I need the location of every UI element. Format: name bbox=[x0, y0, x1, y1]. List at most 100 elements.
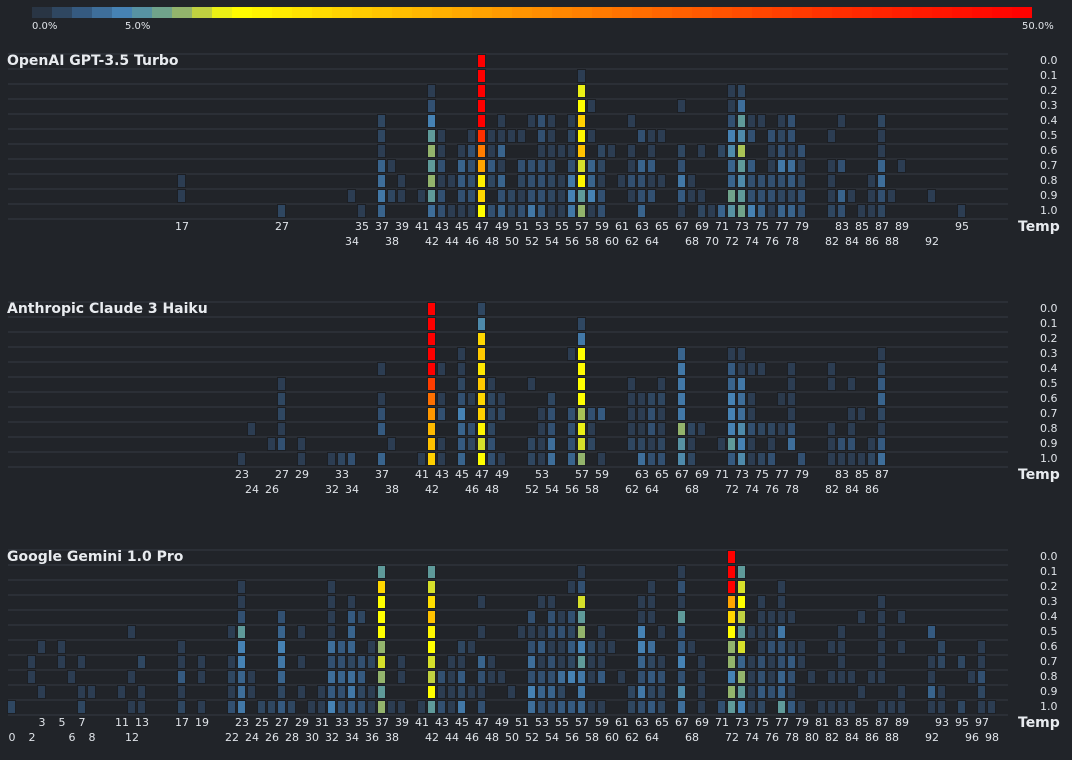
heatmap-cell bbox=[737, 114, 746, 128]
heatmap-cell bbox=[767, 129, 776, 143]
heatmap-cell bbox=[647, 580, 656, 594]
x-tick-label: 53 bbox=[535, 220, 549, 233]
heatmap-cell bbox=[357, 700, 366, 714]
heatmap-cell bbox=[677, 565, 686, 579]
heatmap-cell bbox=[197, 655, 206, 669]
heatmap-cell bbox=[637, 700, 646, 714]
heatmap-cell bbox=[547, 700, 556, 714]
heatmap-cell bbox=[857, 685, 866, 699]
heatmap-cell bbox=[277, 204, 286, 218]
heatmap-cell bbox=[297, 625, 306, 639]
heatmap-cell bbox=[177, 670, 186, 684]
heatmap-cell bbox=[827, 700, 836, 714]
x-tick-label: 97 bbox=[975, 716, 989, 729]
heatmap-cell bbox=[647, 685, 656, 699]
heatmap-cell bbox=[827, 437, 836, 451]
heatmap-cell bbox=[137, 700, 146, 714]
heatmap-cell bbox=[737, 595, 746, 609]
heatmap-cell bbox=[977, 685, 986, 699]
heatmap-cell bbox=[677, 99, 686, 113]
heatmap-cell bbox=[467, 204, 476, 218]
heatmap-cell bbox=[787, 437, 796, 451]
heatmap-cell bbox=[527, 174, 536, 188]
heatmap-cell bbox=[877, 452, 886, 466]
heatmap-cell bbox=[367, 700, 376, 714]
heatmap-cell bbox=[757, 670, 766, 684]
x-tick-label: 41 bbox=[415, 220, 429, 233]
x-tick-label: 23 bbox=[235, 468, 249, 481]
panel-title: Google Gemini 1.0 Pro bbox=[7, 549, 184, 565]
heatmap-cell bbox=[237, 580, 246, 594]
heatmap-cell bbox=[447, 655, 456, 669]
heatmap-cell bbox=[747, 204, 756, 218]
heatmap-cell bbox=[877, 204, 886, 218]
heatmap-cell bbox=[487, 377, 496, 391]
x-tick-label: 74 bbox=[745, 731, 759, 744]
heatmap-cell bbox=[837, 625, 846, 639]
heatmap-cell bbox=[517, 129, 526, 143]
heatmap-cell bbox=[637, 610, 646, 624]
heatmap-cell bbox=[827, 174, 836, 188]
x-tick-label: 32 bbox=[325, 483, 339, 496]
heatmap-cell bbox=[57, 640, 66, 654]
heatmap-cell bbox=[477, 362, 486, 376]
heatmap-cell bbox=[547, 189, 556, 203]
heatmap-cell bbox=[527, 159, 536, 173]
heatmap-cell bbox=[357, 685, 366, 699]
heatmap-cell bbox=[277, 377, 286, 391]
heatmap-cell bbox=[387, 189, 396, 203]
x-tick-label: 3 bbox=[38, 716, 46, 729]
temp-tick-label: 0.8 bbox=[1040, 174, 1058, 187]
heatmap-cell bbox=[767, 174, 776, 188]
x-tick-label: 98 bbox=[985, 731, 999, 744]
x-tick-label: 62 bbox=[625, 731, 639, 744]
x-tick-label: 7 bbox=[78, 716, 86, 729]
heatmap-cell bbox=[427, 422, 436, 436]
heatmap-cell bbox=[957, 700, 966, 714]
heatmap-cell bbox=[787, 174, 796, 188]
heatmap-cell bbox=[327, 452, 336, 466]
heatmap-cell bbox=[547, 144, 556, 158]
temp-tick-label: 1.0 bbox=[1040, 204, 1058, 217]
heatmap-cell bbox=[447, 204, 456, 218]
heatmap-cell bbox=[427, 655, 436, 669]
heatmap-cell bbox=[677, 204, 686, 218]
heatmap-cell bbox=[757, 189, 766, 203]
x-tick-label: 50 bbox=[505, 235, 519, 248]
temp-axis-label: Temp bbox=[1018, 467, 1060, 483]
heatmap-cell bbox=[577, 174, 586, 188]
heatmap-cell bbox=[777, 610, 786, 624]
heatmap-cell bbox=[427, 407, 436, 421]
heatmap-cell bbox=[777, 640, 786, 654]
x-tick-label: 85 bbox=[855, 468, 869, 481]
heatmap-cell bbox=[737, 655, 746, 669]
heatmap-cell bbox=[477, 317, 486, 331]
heatmap-cell bbox=[347, 452, 356, 466]
heatmap-cell bbox=[397, 670, 406, 684]
x-tick-label: 81 bbox=[815, 716, 829, 729]
heatmap-cell bbox=[557, 610, 566, 624]
heatmap-cell bbox=[237, 640, 246, 654]
heatmap-cell bbox=[517, 204, 526, 218]
heatmap-cell bbox=[727, 422, 736, 436]
heatmap-cell bbox=[767, 422, 776, 436]
heatmap-cell bbox=[577, 422, 586, 436]
heatmap-cell bbox=[277, 670, 286, 684]
heatmap-cell bbox=[827, 377, 836, 391]
heatmap-cell bbox=[377, 392, 386, 406]
heatmap-cell bbox=[427, 204, 436, 218]
heatmap-cell bbox=[737, 407, 746, 421]
heatmap-panel-gpt35: OpenAI GPT-3.5 Turbo 17 27 34 35 37 38 39 41 42 4… bbox=[0, 53, 1072, 254]
heatmap-cell bbox=[727, 655, 736, 669]
heatmap-cell bbox=[697, 189, 706, 203]
heatmap-cell bbox=[557, 204, 566, 218]
heatmap-cell bbox=[757, 685, 766, 699]
heatmap-cell bbox=[377, 174, 386, 188]
heatmap-cell bbox=[467, 174, 476, 188]
x-tick-label: 95 bbox=[955, 716, 969, 729]
heatmap-cell bbox=[537, 174, 546, 188]
heatmap-cell bbox=[787, 144, 796, 158]
x-tick-label: 22 bbox=[225, 731, 239, 744]
temp-tick-label: 0.5 bbox=[1040, 625, 1058, 638]
heatmap-cell bbox=[457, 437, 466, 451]
